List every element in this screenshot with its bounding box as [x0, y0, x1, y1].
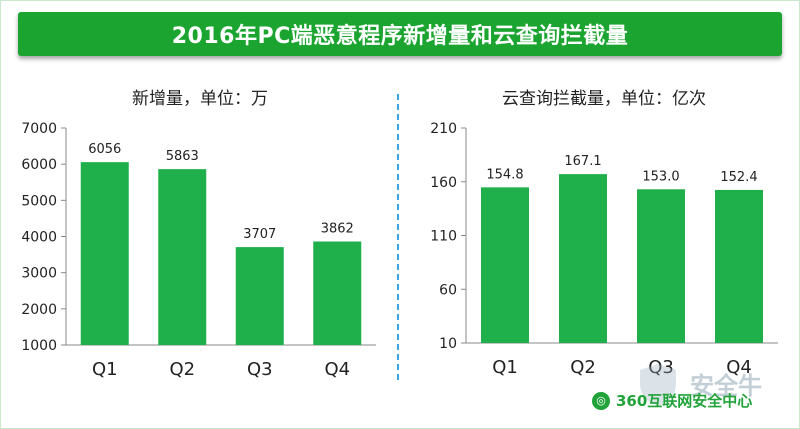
left-category-label: Q4 — [324, 359, 350, 380]
right-y-tick-label: 160 — [430, 175, 457, 191]
right-bar-q2 — [559, 174, 607, 343]
brand-logo-icon: ◎ — [592, 391, 610, 410]
right-category-label: Q2 — [570, 357, 596, 378]
left-y-tick-label: 6000 — [21, 157, 57, 173]
left-y-tick-label: 7000 — [21, 121, 57, 137]
right-bar-q3 — [637, 189, 685, 343]
left-y-tick-label: 3000 — [21, 266, 57, 282]
right-category-label: Q4 — [726, 357, 752, 378]
left-y-tick-label: 1000 — [21, 338, 57, 354]
left-bar-value-label: 3707 — [243, 227, 276, 242]
left-y-tick-label: 5000 — [21, 193, 57, 209]
watermark-logo-text: 安全牛 — [690, 372, 762, 400]
right-bar-value-label: 152.4 — [720, 170, 757, 185]
right-category-label: Q3 — [648, 357, 674, 378]
title-banner: 2016年PC端恶意程序新增量和云查询拦截量 — [18, 12, 782, 56]
left-category-label: Q2 — [169, 359, 195, 380]
page-title: 2016年PC端恶意程序新增量和云查询拦截量 — [171, 24, 629, 49]
watermark-brand-text: 360互联网安全中心 — [616, 392, 753, 410]
right-category-label: Q1 — [492, 357, 518, 378]
left-bar-value-label: 6056 — [88, 142, 121, 157]
left-y-tick-label: 4000 — [21, 230, 57, 246]
right-bar-q4 — [715, 189, 763, 343]
left-bar-q1 — [80, 162, 129, 345]
right-bar-value-label: 153.0 — [642, 169, 679, 184]
left-chart-title: 新增量，单位：万 — [132, 89, 268, 109]
left-category-label: Q1 — [92, 359, 118, 380]
right-bar-value-label: 167.1 — [564, 154, 601, 169]
left-bar-q2 — [158, 169, 207, 345]
right-bar-value-label: 154.8 — [486, 167, 523, 182]
right-y-tick-label: 10 — [439, 336, 457, 352]
watermark-brand: ◎ 360互联网安全中心 — [592, 390, 752, 411]
left-bar-q4 — [313, 241, 362, 345]
left-y-tick-label: 2000 — [21, 302, 57, 318]
shield-icon — [640, 364, 676, 406]
right-bar-q1 — [481, 187, 529, 343]
right-y-tick-label: 110 — [430, 229, 457, 245]
left-bar-q3 — [235, 247, 284, 345]
left-bar-value-label: 3862 — [321, 221, 354, 236]
right-chart-title: 云查询拦截量，单位：亿次 — [502, 89, 706, 109]
right-y-tick-label: 60 — [439, 282, 457, 298]
left-bar-value-label: 5863 — [166, 149, 199, 164]
left-category-label: Q3 — [247, 359, 273, 380]
chart-divider — [397, 94, 399, 380]
right-y-tick-label: 210 — [430, 121, 457, 137]
